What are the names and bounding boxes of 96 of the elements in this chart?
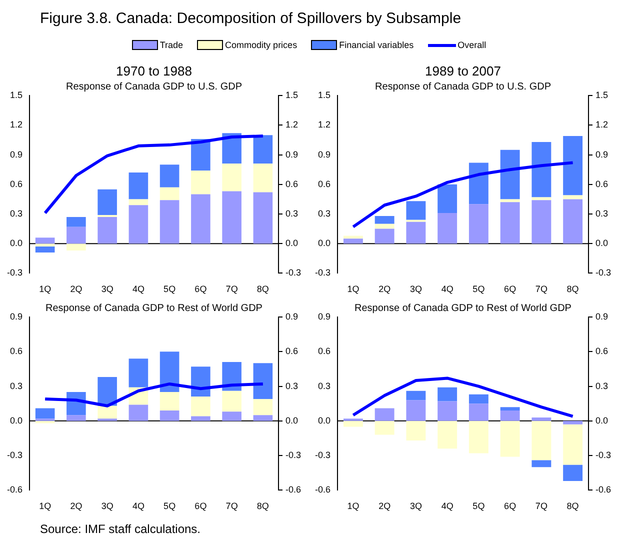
legend-label: Overall (458, 40, 486, 50)
y-tick-label: 0.0 (318, 238, 331, 248)
y-tick-label: -0.3 (314, 450, 331, 460)
y-tick-label: 0.9 (10, 311, 23, 322)
x-tick-label: 6Q (504, 284, 516, 294)
x-tick-label: 7Q (226, 501, 238, 512)
y2-tick-label: 0.6 (285, 346, 298, 356)
x-tick-label: 6Q (194, 284, 207, 294)
y2-tick-label: -0.3 (285, 268, 302, 278)
x-tick-label: 6Q (194, 501, 207, 512)
y2-tick-label: 0.3 (285, 380, 298, 391)
caption: Figure 3.8. Canada: Decomposition of Spillovers by Subsample (40, 10, 462, 27)
y-tick-label: 0.9 (318, 149, 331, 160)
y-tick-label: 0.3 (10, 208, 23, 218)
y-tick-label: 1.5 (318, 90, 331, 100)
x-tick-label: 4Q (132, 501, 144, 512)
y2-tick-label: 0.3 (285, 208, 298, 218)
x-tick-label: 2Q (378, 284, 391, 294)
x-tick-label: 3Q (410, 501, 422, 512)
x-tick-label: 8Q (566, 501, 579, 512)
y2-tick-label: 0.9 (285, 311, 298, 322)
y-tick-label: 0.6 (10, 178, 23, 189)
x-tick-label: 5Q (472, 284, 485, 294)
legend-label: Financial variables (339, 40, 414, 50)
y2-tick-label: 0.6 (285, 178, 298, 189)
x-tick-label: 7Q (535, 501, 548, 512)
x-tick-label: 5Q (472, 501, 485, 512)
x-tick-label: 5Q (164, 284, 176, 294)
y2-tick-label: 0.6 (595, 178, 608, 189)
y2-tick-label: 0.0 (595, 238, 608, 248)
y-tick-label: 0.0 (10, 415, 23, 426)
y2-tick-label: 0.9 (595, 311, 608, 322)
x-tick-label: 2Q (70, 284, 82, 294)
y2-tick-label: 0.6 (595, 346, 608, 356)
y2-tick-label: 0.0 (595, 415, 608, 426)
y2-tick-label: 1.5 (595, 90, 608, 100)
y-tick-label: 0.0 (10, 238, 23, 248)
x-tick-label: 5Q (164, 501, 176, 512)
x-tick-label: 1Q (39, 501, 52, 512)
y2-tick-label: 0.3 (595, 380, 608, 391)
x-tick-label: 1Q (39, 284, 52, 294)
y2-tick-label: 0.0 (285, 415, 298, 426)
x-tick-label: 1Q (347, 501, 360, 512)
chart-title: Response of Canada GDP to Rest of World GDP (354, 302, 572, 314)
y2-tick-label: 1.2 (285, 120, 298, 130)
y-tick-label: 1.5 (10, 90, 23, 100)
x-tick-label: 2Q (70, 501, 82, 512)
x-tick-label: 1Q (347, 284, 360, 294)
x-tick-label: 7Q (535, 284, 548, 294)
chart-title: 1989 to 2007 (425, 63, 501, 78)
chart-title: 1970 to 1988 (116, 63, 192, 78)
y-tick-label: -0.3 (314, 268, 331, 278)
x-tick-label: 4Q (441, 501, 454, 512)
y-tick-label: 0.3 (318, 208, 331, 218)
chart-subtitle: Response of Canada GDP to U.S. GDP (374, 81, 552, 92)
y2-tick-label: 1.2 (595, 120, 608, 130)
y-tick-label: -0.6 (6, 484, 23, 495)
y2-tick-label: 0.3 (595, 208, 608, 218)
x-tick-label: 7Q (226, 284, 238, 294)
y-tick-label: 0.0 (318, 415, 331, 426)
chart-title: Response of Canada GDP to Rest of World GDP (46, 302, 263, 314)
y2-tick-label: 0.9 (285, 149, 298, 160)
x-tick-label: 4Q (132, 284, 144, 294)
x-tick-label: 8Q (566, 284, 579, 294)
y-tick-label: 0.9 (318, 311, 331, 322)
x-tick-label: 3Q (101, 501, 114, 512)
y-tick-label: 1.2 (10, 120, 23, 130)
x-tick-label: 8Q (256, 284, 269, 294)
chart-subtitle: Response of Canada GDP to U.S. GDP (66, 81, 242, 92)
y-tick-label: 1.2 (318, 120, 331, 130)
y2-tick-label: -0.3 (595, 450, 612, 460)
y2-tick-label: 1.5 (285, 90, 298, 100)
y-tick-label: 0.3 (10, 380, 23, 391)
y2-tick-label: -0.3 (595, 268, 612, 278)
x-tick-label: 3Q (101, 284, 114, 294)
x-tick-label: 4Q (441, 284, 454, 294)
y-tick-label: 0.6 (318, 178, 331, 189)
source-note: Source: IMF staff calculations. (40, 522, 201, 536)
y-tick-label: -0.6 (314, 484, 331, 495)
y-tick-label: -0.3 (6, 450, 23, 460)
y2-tick-label: -0.3 (285, 450, 302, 460)
y2-tick-label: 0.9 (595, 149, 608, 160)
y-tick-label: 0.3 (318, 380, 331, 391)
y-tick-label: -0.3 (6, 268, 23, 278)
x-tick-label: 6Q (504, 501, 516, 512)
legend-label: Trade (160, 40, 184, 50)
y-tick-label: 0.6 (318, 346, 331, 356)
y-tick-label: 0.9 (10, 149, 23, 160)
x-tick-label: 2Q (378, 501, 391, 512)
y2-tick-label: -0.6 (595, 484, 612, 495)
x-tick-label: 3Q (410, 284, 422, 294)
x-tick-label: 8Q (256, 501, 269, 512)
y2-tick-label: -0.6 (285, 484, 302, 495)
legend-label: Commodity prices (225, 40, 298, 50)
y-tick-label: 0.6 (10, 346, 23, 356)
y2-tick-label: 0.0 (285, 238, 298, 248)
